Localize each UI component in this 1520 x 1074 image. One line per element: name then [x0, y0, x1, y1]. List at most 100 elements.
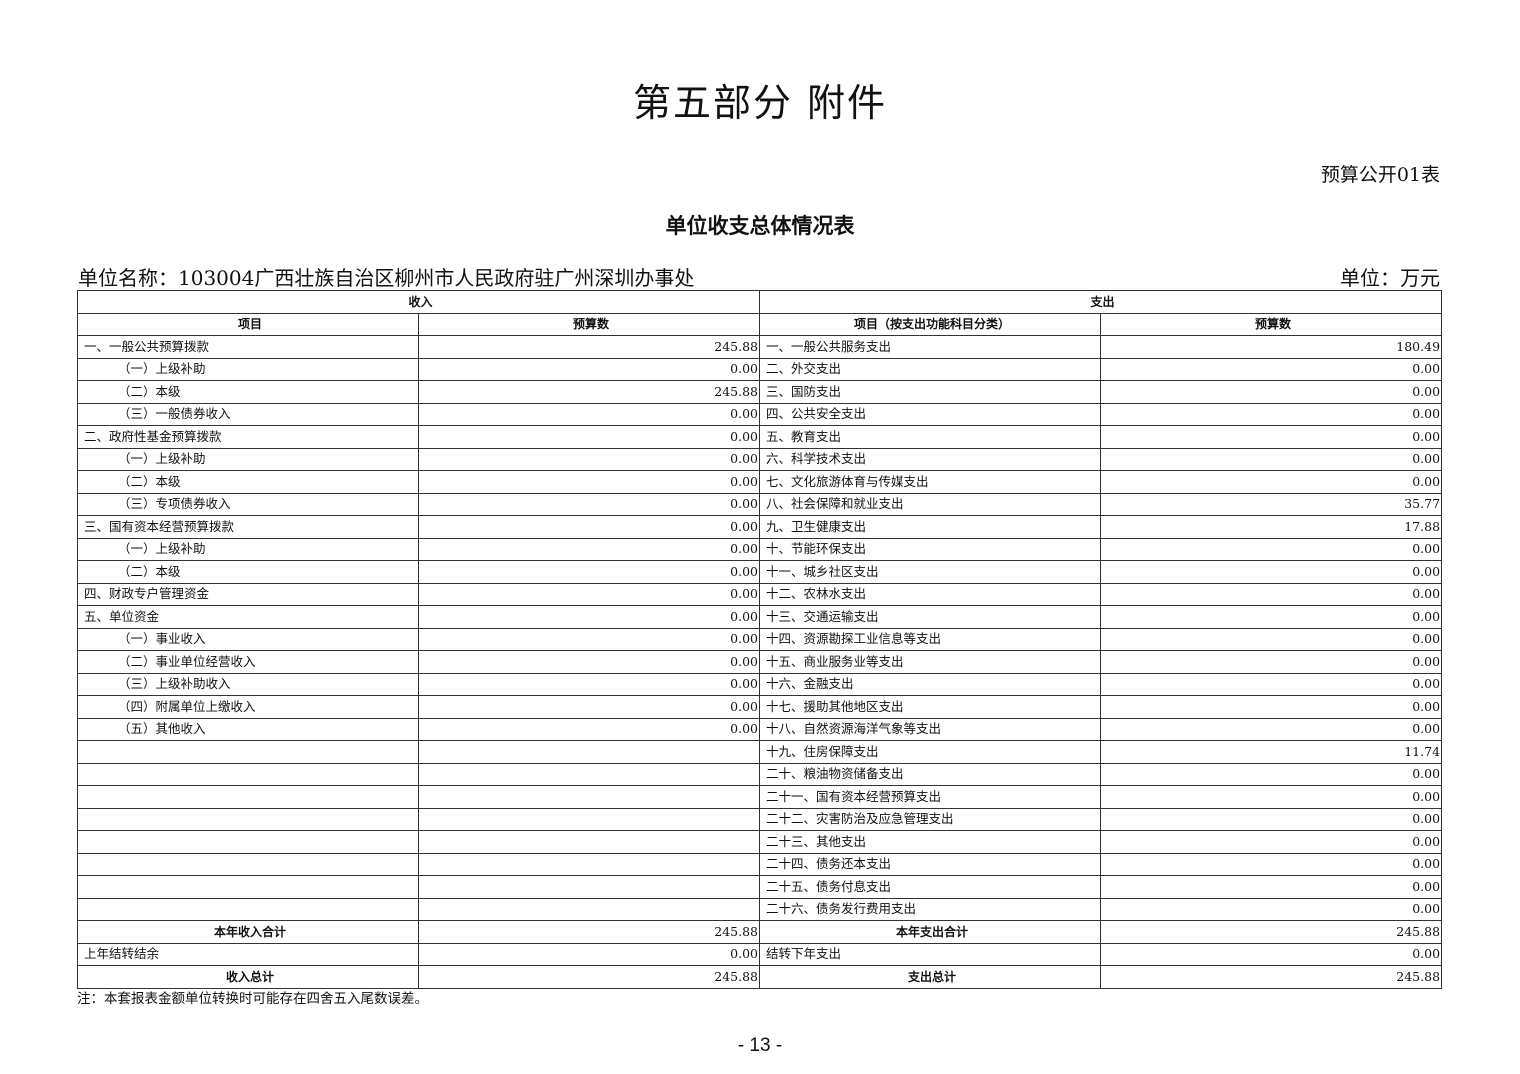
income-item — [77, 740, 419, 764]
table-row: （二）本级 0.00 十一、城乡社区支出 0.00 — [77, 560, 1443, 584]
expense-amount: 0.00 — [1100, 582, 1443, 606]
expense-amount: 180.49 — [1100, 335, 1443, 359]
table-number: 预算公开01表 — [1320, 164, 1440, 186]
expense-amount: 0.00 — [1100, 807, 1443, 831]
income-amount: 0.00 — [417, 695, 761, 719]
page-title: 第五部分 附件 — [632, 81, 888, 125]
expense-amount: 11.74 — [1100, 740, 1443, 764]
table-row: （一）上级补助 0.00 十、节能环保支出 0.00 — [77, 537, 1443, 561]
table-row: 二十、粮油物资储备支出 0.00 — [77, 762, 1443, 786]
table-row: 三、国有资本经营预算拨款 0.00 九、卫生健康支出 17.88 — [77, 515, 1443, 539]
expense-amount: 0.00 — [1100, 357, 1443, 381]
expense-item: 二、外交支出 — [759, 357, 1102, 381]
income-total-amount: 245.88 — [417, 965, 761, 989]
income-total-label: 收入总计 — [77, 965, 419, 989]
expense-amount: 0.00 — [1100, 875, 1443, 899]
table-row: （四）附属单位上缴收入 0.00 十七、援助其他地区支出 0.00 — [77, 695, 1443, 719]
expense-amount: 0.00 — [1100, 695, 1443, 719]
table-row: 一、一般公共预算拨款 245.88 一、一般公共服务支出 180.49 — [77, 335, 1443, 359]
table-row: 二十五、债务付息支出 0.00 — [77, 875, 1443, 899]
income-amount: 0.00 — [417, 425, 761, 449]
table-row: 十九、住房保障支出 11.74 — [77, 740, 1443, 764]
table-row: （三）上级补助收入 0.00 十六、金融支出 0.00 — [77, 672, 1443, 696]
income-amount — [417, 897, 761, 921]
expense-item: 三、国防支出 — [759, 380, 1102, 404]
page-number: - 13 - — [737, 1035, 783, 1056]
income-amount — [417, 830, 761, 854]
table-row: （二）本级 245.88 三、国防支出 0.00 — [77, 380, 1443, 404]
income-item — [77, 785, 419, 809]
income-item: 三、国有资本经营预算拨款 — [77, 515, 419, 539]
expense-item: 八、社会保障和就业支出 — [759, 492, 1102, 516]
income-amount — [417, 807, 761, 831]
income-amount: 0.00 — [417, 447, 761, 471]
income-item: （三）专项债券收入 — [77, 492, 419, 516]
table-row: 二十三、其他支出 0.00 — [77, 830, 1443, 854]
income-item: （五）其他收入 — [77, 717, 419, 741]
income-amount: 0.00 — [417, 492, 761, 516]
expense-item: 二十四、债务还本支出 — [759, 852, 1102, 876]
income-amount: 0.00 — [417, 537, 761, 561]
currency-unit: 单位：万元 — [1340, 266, 1440, 290]
income-amount — [417, 875, 761, 899]
income-item — [77, 875, 419, 899]
income-item: （一）上级补助 — [77, 447, 419, 471]
income-total-amount: 0.00 — [417, 942, 761, 966]
expense-item: 十七、援助其他地区支出 — [759, 695, 1102, 719]
budget-table: 收入 支出 项目 预算数 项目（按支出功能科目分类） 预算数 一、一般公共预算拨… — [76, 290, 1443, 989]
income-amount: 0.00 — [417, 560, 761, 584]
table-row: 二十一、国有资本经营预算支出 0.00 — [77, 785, 1443, 809]
income-amount: 0.00 — [417, 627, 761, 651]
income-item: （三）一般债券收入 — [77, 402, 419, 426]
table-row: 二十四、债务还本支出 0.00 — [77, 852, 1443, 876]
income-item: （一）上级补助 — [77, 357, 419, 381]
expense-item: 二十、粮油物资储备支出 — [759, 762, 1102, 786]
expense-amount: 0.00 — [1100, 447, 1443, 471]
income-amount: 0.00 — [417, 402, 761, 426]
income-amount: 0.00 — [417, 515, 761, 539]
footnote: 注：本套报表金额单位转换时可能存在四舍五入尾数误差。 — [77, 991, 428, 1007]
expense-item: 十九、住房保障支出 — [759, 740, 1102, 764]
income-amount: 0.00 — [417, 582, 761, 606]
expense-amount: 0.00 — [1100, 605, 1443, 629]
expense-item: 十一、城乡社区支出 — [759, 560, 1102, 584]
income-item: （二）事业单位经营收入 — [77, 650, 419, 674]
income-item: 四、财政专户管理资金 — [77, 582, 419, 606]
expense-amount: 0.00 — [1100, 380, 1443, 404]
expense-item: 二十一、国有资本经营预算支出 — [759, 785, 1102, 809]
expense-item: 十五、商业服务业等支出 — [759, 650, 1102, 674]
income-amount: 0.00 — [417, 672, 761, 696]
expense-amount: 0.00 — [1100, 425, 1443, 449]
income-item — [77, 762, 419, 786]
income-amount — [417, 762, 761, 786]
income-amount: 0.00 — [417, 470, 761, 494]
expense-amount: 17.88 — [1100, 515, 1443, 539]
expense-amount: 0.00 — [1100, 627, 1443, 651]
total-row: 本年收入合计 245.88 本年支出合计 245.88 — [77, 920, 1443, 944]
income-item-header: 项目 — [77, 312, 419, 336]
expense-item: 一、一般公共服务支出 — [759, 335, 1102, 359]
expense-item: 七、文化旅游体育与传媒支出 — [759, 470, 1102, 494]
expense-total-label: 结转下年支出 — [759, 942, 1102, 966]
expense-amount: 0.00 — [1100, 830, 1443, 854]
expense-item: 十三、交通运输支出 — [759, 605, 1102, 629]
expense-amount: 0.00 — [1100, 470, 1443, 494]
income-amount: 0.00 — [417, 357, 761, 381]
table-row: 二十六、债务发行费用支出 0.00 — [77, 897, 1443, 921]
income-amount: 0.00 — [417, 650, 761, 674]
expense-amount: 0.00 — [1100, 897, 1443, 921]
income-item — [77, 897, 419, 921]
income-item — [77, 830, 419, 854]
income-header: 收入 — [76, 290, 761, 314]
table-row: （一）上级补助 0.00 六、科学技术支出 0.00 — [77, 447, 1443, 471]
income-item: 一、一般公共预算拨款 — [77, 335, 419, 359]
expense-amount: 0.00 — [1100, 717, 1443, 741]
expense-amount: 0.00 — [1100, 402, 1443, 426]
income-item: （四）附属单位上缴收入 — [77, 695, 419, 719]
column-header-row: 项目 预算数 项目（按支出功能科目分类） 预算数 — [77, 312, 1443, 336]
expense-amount: 0.00 — [1100, 650, 1443, 674]
expense-total-amount: 245.88 — [1100, 965, 1443, 989]
income-total-amount: 245.88 — [417, 920, 761, 944]
expense-amount: 35.77 — [1100, 492, 1443, 516]
unit-name: 单位名称：103004广西壮族自治区柳州市人民政府驻广州深圳办事处 — [78, 266, 695, 290]
